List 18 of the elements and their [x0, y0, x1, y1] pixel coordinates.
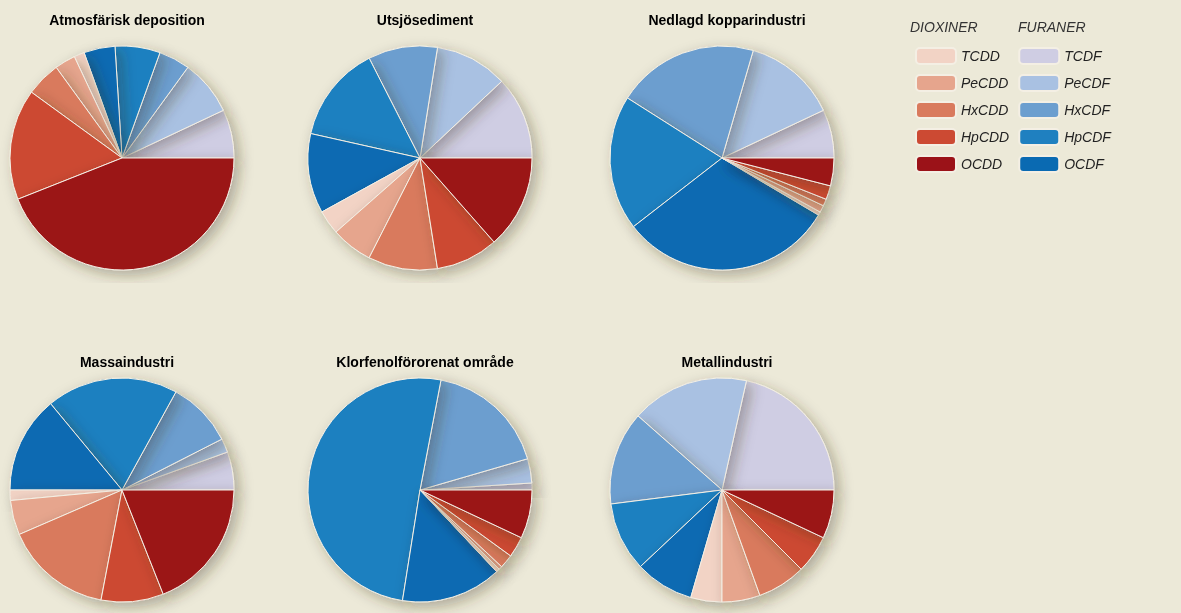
legend-label: TCDF: [1064, 48, 1103, 64]
legend-label: PeCDF: [1064, 75, 1112, 91]
text: FURANER: [1018, 19, 1086, 35]
chart-title: Utsjösediment: [376, 12, 474, 28]
chart-title: Klorfenolförorenat område: [336, 354, 514, 370]
legend-label: HpCDD: [961, 129, 1010, 145]
legend-label: HpCDF: [1064, 129, 1113, 145]
legend-label: OCDF: [1064, 156, 1106, 172]
chart-title: Metallindustri: [681, 354, 773, 370]
chart-title: Atmosfärisk deposition: [49, 12, 205, 28]
chart-title: Nedlagd kopparindustri: [648, 12, 806, 28]
legend-label: TCDD: [961, 48, 1000, 64]
text: DIOXINER: [910, 19, 978, 35]
legend-label: PeCDD: [961, 75, 1009, 91]
legend-label: HxCDF: [1064, 102, 1112, 118]
legend-label: HxCDD: [961, 102, 1009, 118]
chart-title: Massaindustri: [79, 354, 175, 370]
legend-label: OCDD: [961, 156, 1003, 172]
